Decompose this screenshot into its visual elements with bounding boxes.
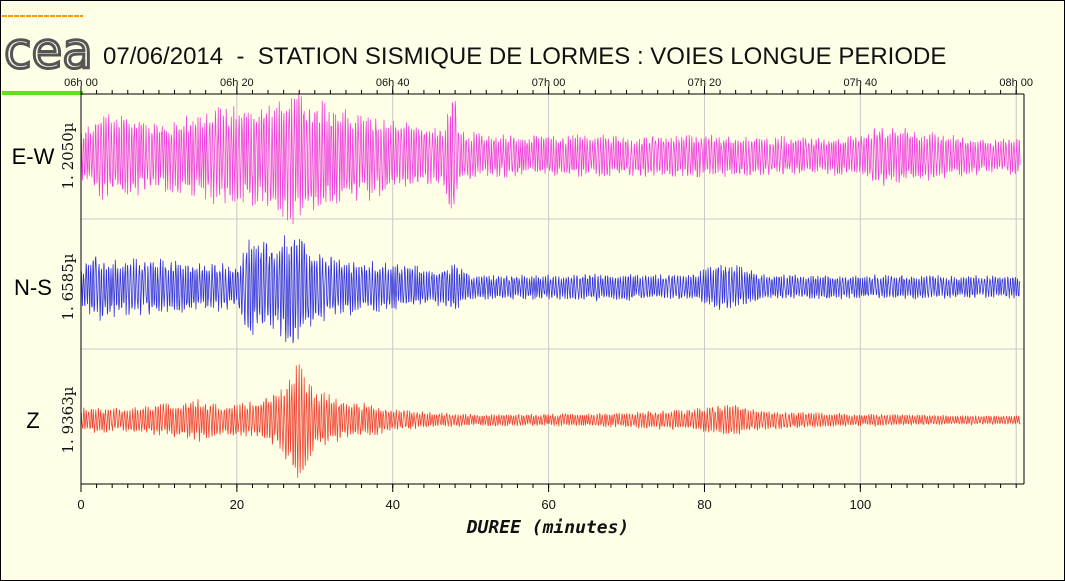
trace-e-w	[80, 93, 1021, 225]
channel-amplitude-n-s: 1. 6585µ	[59, 253, 77, 320]
channel-amplitude-e-w: 1. 2050µ	[59, 122, 77, 189]
channel-amplitude-z: 1. 9363µ	[59, 386, 77, 453]
bottom-tick-label: 60	[541, 497, 555, 512]
top-tick-label: 08h 00	[999, 77, 1033, 89]
trace-z	[80, 364, 1021, 478]
logo-text: cea	[4, 22, 93, 80]
bottom-tick-label: 80	[697, 497, 711, 512]
cea-logo: cea	[2, 15, 94, 95]
chart-title: 07/06/2014 - STATION SISMIQUE DE LORMES …	[103, 43, 946, 70]
top-tick-label: 07h 00	[532, 77, 566, 89]
bottom-tick-label: 40	[386, 497, 400, 512]
top-tick-label: 06h 20	[220, 77, 254, 89]
channel-labels: E-W 1. 2050µ N-S 1. 6585µ Z 1. 9363µ	[12, 122, 77, 453]
channel-name-n-s: N-S	[14, 275, 52, 300]
x-axis-label: DUREE (minutes)	[466, 517, 630, 538]
bottom-duration-axis: 0 20 40 60 80 100	[77, 483, 1024, 512]
top-tick-label: 06h 40	[376, 77, 410, 89]
top-tick-label: 07h 40	[844, 77, 878, 89]
top-time-axis: 06h 00 06h 20 06h 40 07h 00 07h 20 07h 40 08h …	[64, 77, 1033, 484]
traces	[80, 93, 1021, 478]
bottom-tick-label: 0	[77, 497, 84, 512]
top-tick-label: 06h 00	[64, 77, 98, 89]
bottom-tick-label: 100	[849, 497, 871, 512]
trace-n-s	[80, 235, 1021, 344]
top-tick-label: 07h 20	[688, 77, 722, 89]
channel-name-e-w: E-W	[12, 144, 55, 169]
channel-name-z: Z	[26, 408, 39, 433]
bottom-tick-label: 20	[230, 497, 244, 512]
